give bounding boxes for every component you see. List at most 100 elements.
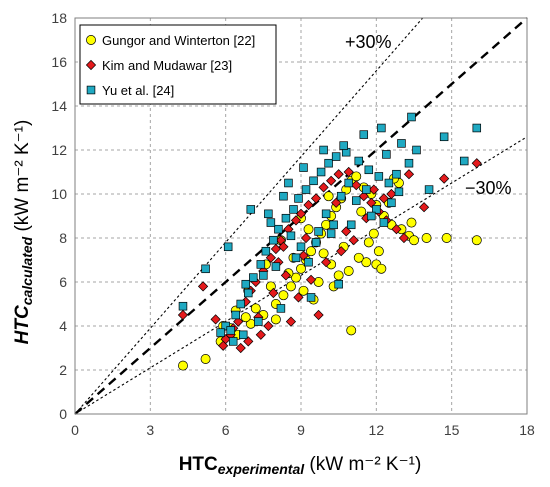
point-s0-58 — [303, 224, 314, 235]
point-s0-32 — [471, 235, 482, 246]
point-s0-43 — [346, 325, 357, 336]
point-s1-21 — [343, 166, 354, 178]
point-s2-4 — [231, 310, 240, 320]
x-axis-label-unit: (kW m⁻² K⁻¹) — [304, 454, 421, 475]
y-axis-label-unit: (kW m⁻² K⁻¹) — [12, 120, 33, 237]
point-s0-1 — [200, 354, 211, 364]
point-s2-15 — [301, 185, 311, 194]
legend-label-2: Yu et al. [24] — [102, 83, 174, 98]
point-s2-50 — [334, 279, 343, 289]
x-tick-label-6: 18 — [519, 422, 535, 438]
point-s0-44 — [270, 314, 281, 325]
point-s2-42 — [329, 220, 338, 230]
data-points — [177, 112, 482, 371]
x-axis-label-main: HTC — [179, 454, 218, 475]
point-s2-32 — [424, 185, 434, 194]
point-s2-60 — [291, 253, 301, 263]
y-tick-label-0: 0 — [59, 406, 67, 422]
reference-line-2 — [74, 136, 528, 415]
point-s2-44 — [344, 178, 353, 188]
point-s1-41 — [235, 342, 246, 354]
point-s2-57 — [241, 279, 251, 289]
point-s2-13 — [289, 205, 298, 214]
point-s2-24 — [384, 178, 394, 188]
point-s0-7 — [278, 290, 289, 301]
point-s2-25 — [394, 187, 404, 197]
point-s1-30 — [418, 202, 430, 213]
point-s1-31 — [439, 173, 450, 184]
point-s2-70 — [284, 178, 293, 188]
point-s2-23 — [374, 172, 384, 181]
legend: Gungor and Winterton [22] Kim and Mudawar… — [79, 24, 277, 105]
point-s2-26 — [404, 158, 414, 168]
annotation-minus-30: −30% — [465, 178, 512, 198]
point-s1-17 — [310, 193, 322, 204]
point-s0-60 — [406, 217, 417, 228]
point-s2-39 — [304, 257, 313, 267]
point-s1-20 — [333, 169, 344, 180]
point-s1-10 — [265, 252, 276, 263]
point-s1-37 — [305, 274, 317, 285]
point-s1-15 — [295, 208, 307, 219]
point-s0-30 — [421, 233, 432, 243]
point-s2-34 — [246, 205, 256, 214]
point-s0-29 — [409, 235, 419, 246]
point-s2-9 — [261, 246, 271, 256]
point-s1-22 — [351, 180, 362, 191]
point-s2-73 — [397, 139, 406, 148]
y-tick-label-3: 6 — [59, 274, 67, 290]
point-s0-0 — [178, 360, 188, 371]
point-s2-67 — [339, 141, 348, 150]
y-tick-label-7: 14 — [51, 98, 67, 114]
point-s1-47 — [341, 226, 352, 237]
point-s2-11 — [274, 224, 283, 234]
tick-labels: 0 3 6 9 12 15 18 0 2 4 6 8 10 12 14 16 18 — [51, 10, 535, 438]
point-s2-8 — [256, 260, 266, 269]
point-s1-28 — [398, 232, 410, 244]
series-1 — [177, 158, 482, 354]
point-s0-15 — [321, 219, 332, 230]
point-s1-29 — [403, 169, 415, 180]
point-s0-31 — [441, 233, 452, 243]
point-s2-52 — [276, 304, 286, 313]
point-s1-14 — [290, 215, 302, 226]
point-s2-63 — [346, 220, 356, 230]
point-s2-53 — [254, 317, 263, 326]
legend-label-1: Kim and Mudawar [23] — [102, 58, 232, 73]
point-s2-19 — [331, 152, 341, 161]
point-s2-48 — [382, 150, 391, 159]
point-s1-32 — [471, 158, 482, 169]
point-s0-40 — [313, 277, 324, 287]
legend-marker-2 — [86, 85, 96, 95]
y-axis-label-sub: calculated — [19, 236, 35, 305]
y-tick-label-8: 16 — [51, 54, 67, 70]
point-s2-64 — [367, 211, 376, 221]
point-s2-46 — [362, 185, 371, 194]
point-s2-12 — [281, 213, 291, 223]
point-s0-61 — [373, 246, 384, 257]
point-s2-49 — [392, 169, 401, 179]
point-s2-27 — [412, 145, 421, 155]
point-s1-40 — [348, 235, 359, 246]
point-s2-21 — [354, 156, 364, 166]
point-s2-37 — [286, 231, 296, 241]
y-tick-label-5: 10 — [51, 186, 67, 202]
point-s1-19 — [326, 175, 337, 186]
point-s0-8 — [286, 281, 296, 292]
point-s0-10 — [296, 263, 306, 274]
point-s2-61 — [311, 238, 321, 247]
point-s1-45 — [280, 270, 292, 281]
point-s0-56 — [356, 206, 367, 217]
point-s2-22 — [364, 165, 374, 175]
point-s2-38 — [296, 242, 306, 252]
annotation-plus-30: +30% — [345, 32, 392, 52]
point-s1-38 — [321, 257, 332, 268]
point-s2-62 — [326, 229, 336, 238]
point-s1-57 — [298, 250, 309, 261]
point-s2-45 — [351, 196, 361, 205]
point-s2-16 — [309, 176, 318, 186]
x-tick-label-0: 0 — [71, 422, 79, 438]
x-tick-label-5: 15 — [444, 422, 460, 438]
series-0 — [178, 171, 482, 371]
point-s1-55 — [368, 184, 379, 195]
